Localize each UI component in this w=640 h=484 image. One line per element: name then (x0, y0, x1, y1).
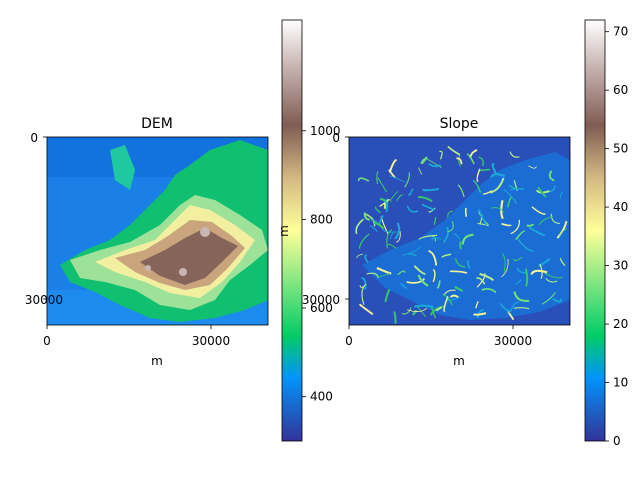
slope-colorbar-tick-label-60: 60 (613, 83, 628, 97)
slope-ridge-stroke (466, 208, 467, 217)
slope-colorbar-tick-label-50: 50 (613, 142, 628, 156)
slope-ytick-label-0: 0 (332, 131, 340, 145)
slope-ytick-label-30000: 30000 (302, 293, 340, 307)
dem-colorbar-tick-label-800: 800 (310, 212, 333, 226)
slope-colorbar-tick-label-20: 20 (613, 317, 628, 331)
dem-ytick-label-30000: 30000 (25, 293, 63, 307)
dem-colorbar-label: m (277, 225, 291, 237)
dem-peak-2 (179, 268, 187, 276)
dem-image (47, 137, 268, 325)
slope-image (349, 137, 570, 325)
slope-title: Slope (440, 116, 479, 132)
dem-peak-1 (200, 227, 210, 237)
dem-peak-3 (145, 265, 151, 271)
slope-colorbar: 0 10 20 30 40 50 60 70 (585, 20, 628, 448)
dem-xlabel: m (151, 354, 163, 368)
slope-xtick-label-0: 0 (345, 334, 353, 348)
slope-ridge-stroke (423, 189, 439, 190)
slope-xlabel: m (453, 354, 465, 368)
dem-ytick-label-0: 0 (30, 131, 38, 145)
slope-ridge-stroke (511, 189, 524, 190)
slope-colorbar-tick-label-70: 70 (613, 25, 628, 39)
slope-colorbar-gradient (585, 20, 605, 441)
dem-xtick-label-0: 0 (43, 334, 51, 348)
slope-colorbar-tick-label-0: 0 (613, 434, 621, 448)
slope-colorbar-ticks: 0 10 20 30 40 50 60 70 (605, 25, 628, 448)
dem-panel: DEM 0 30000 0 30000 m (25, 116, 268, 368)
dem-title: DEM (141, 116, 173, 132)
slope-colorbar-tick-label-40: 40 (613, 200, 628, 214)
slope-ridge-stroke (414, 306, 433, 307)
dem-xtick-label-30000: 30000 (192, 334, 230, 348)
dem-colorbar-tick-label-400: 400 (310, 390, 333, 404)
slope-colorbar-tick-label-30: 30 (613, 259, 628, 273)
slope-colorbar-tick-label-10: 10 (613, 376, 628, 390)
slope-xtick-label-30000: 30000 (494, 334, 532, 348)
slope-panel: Slope 0 30000 0 30000 m (302, 116, 570, 368)
